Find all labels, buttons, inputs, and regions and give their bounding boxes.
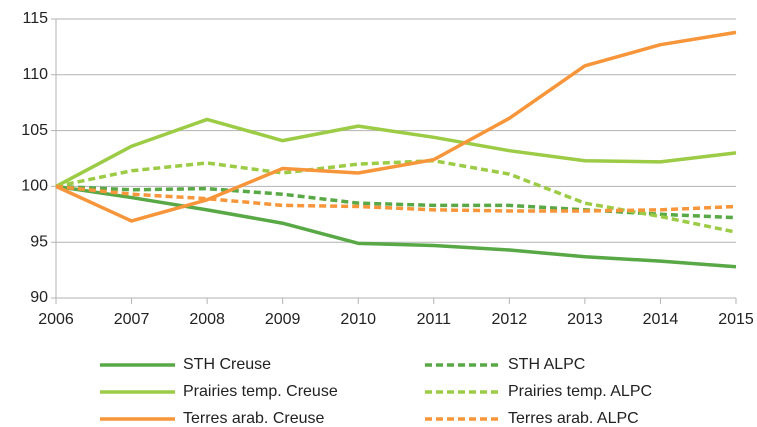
series-line xyxy=(55,117,737,188)
x-tick-label: 2014 xyxy=(643,311,679,328)
legend-label: STH ALPC xyxy=(508,356,585,373)
x-tick-label: 2015 xyxy=(718,311,754,328)
x-tick-label: 2011 xyxy=(417,311,452,328)
x-tick-label: 2008 xyxy=(189,311,225,328)
legend-label: Terres arab. Creuse xyxy=(183,410,324,427)
y-tick-label: 100 xyxy=(21,178,48,195)
x-tick-label: 2010 xyxy=(340,311,376,328)
series-line xyxy=(55,30,737,223)
y-tick-label: 110 xyxy=(22,66,48,83)
y-tick-label: 105 xyxy=(21,122,48,139)
series-line xyxy=(55,184,737,269)
legend-label: Terres arab. ALPC xyxy=(508,410,639,427)
y-tick-label: 90 xyxy=(30,289,48,306)
y-tick-label: 115 xyxy=(22,10,48,27)
series-line xyxy=(55,184,737,213)
x-tick-label: 2012 xyxy=(492,311,528,328)
legend-label: Prairies temp. ALPC xyxy=(508,383,652,400)
x-tick-label: 2007 xyxy=(114,311,150,328)
legend-label: Prairies temp. Creuse xyxy=(183,383,338,400)
x-tick-label: 2006 xyxy=(38,311,74,328)
x-tick-label: 2013 xyxy=(567,311,603,328)
legend-label: STH Creuse xyxy=(183,356,271,373)
x-tick-label: 2009 xyxy=(265,311,301,328)
y-tick-label: 95 xyxy=(30,233,48,250)
